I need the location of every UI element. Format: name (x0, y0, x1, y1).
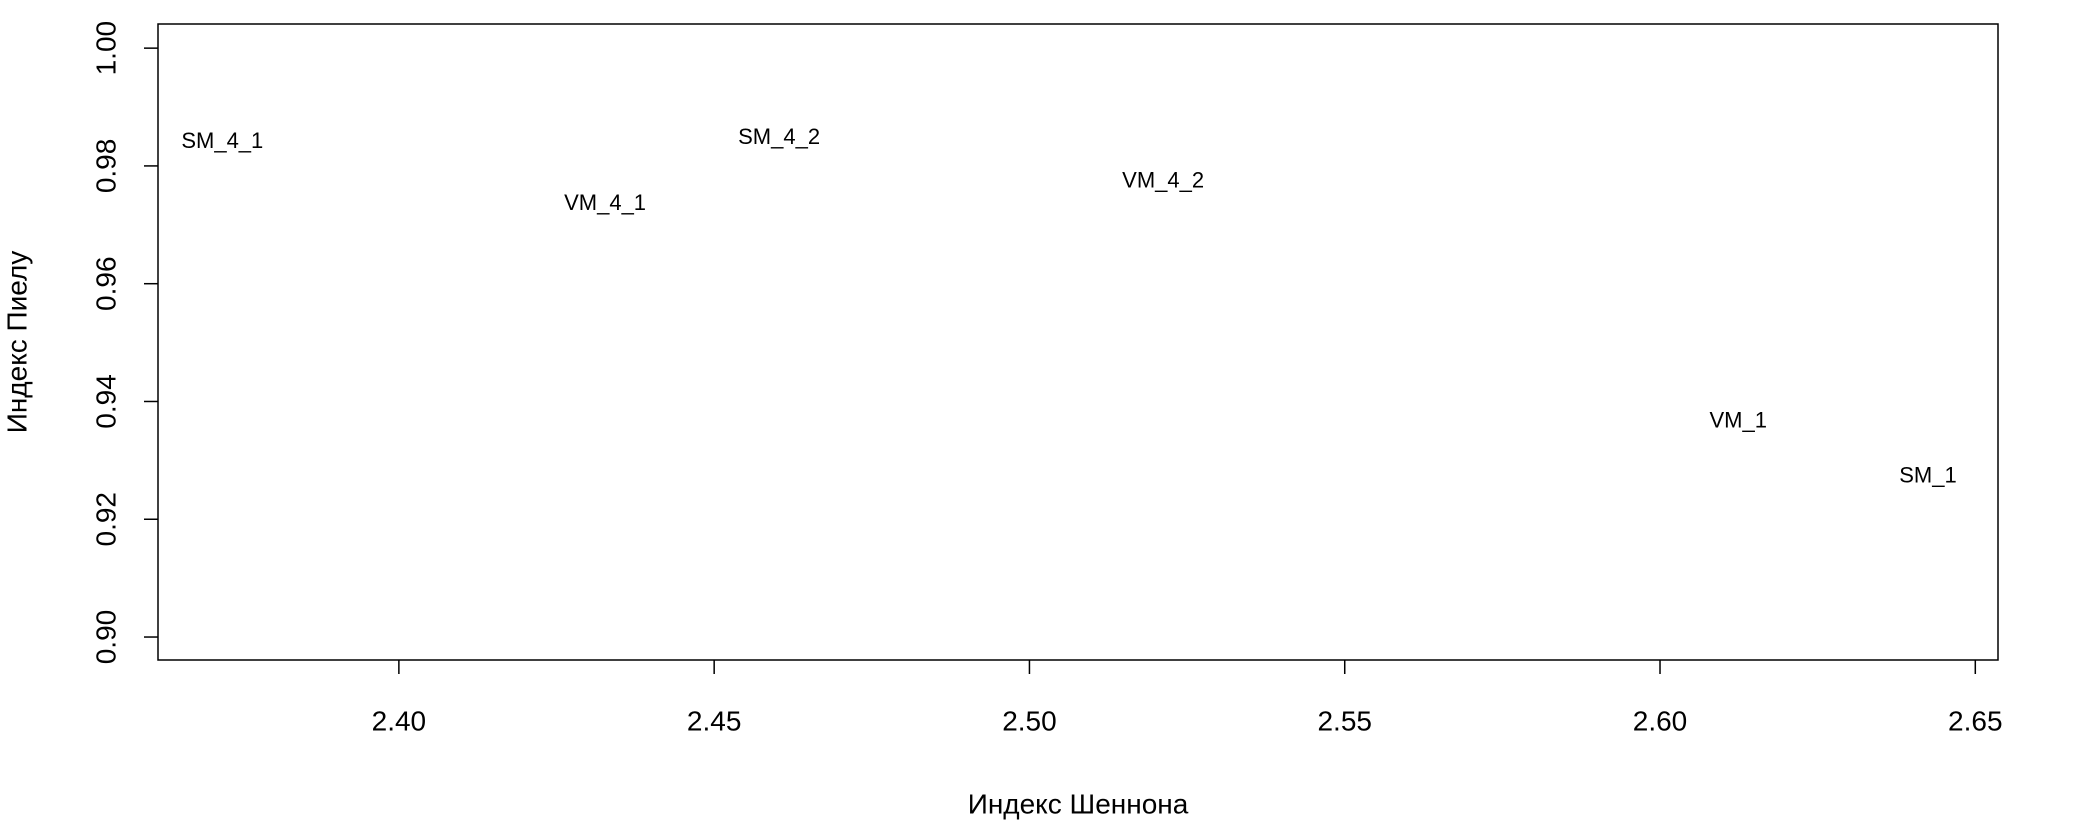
x-axis-title: Индекс Шеннона (968, 788, 1189, 819)
y-tick-label: 0.94 (90, 374, 121, 429)
x-tick-label: 2.40 (372, 705, 427, 736)
y-tick-label: 0.90 (90, 610, 121, 665)
x-tick-label: 2.50 (1002, 705, 1057, 736)
plot-frame (157, 23, 1999, 661)
y-tick-label: 1.00 (90, 21, 121, 75)
x-tick-label: 2.55 (1317, 705, 1372, 736)
x-tick-label: 2.65 (1948, 705, 2003, 736)
x-tick-label: 2.60 (1633, 705, 1688, 736)
x-tick-label: 2.45 (687, 705, 742, 736)
point-label: SM_4_1 (181, 128, 263, 153)
y-tick-label: 0.96 (90, 256, 121, 311)
point-label: SM_4_2 (738, 124, 820, 149)
point-label: SM_1 (1899, 463, 1956, 488)
point-label: VM_4_1 (564, 190, 646, 215)
y-axis-title: Индекс Пиелу (1, 251, 32, 434)
y-tick-label: 0.92 (90, 492, 121, 547)
y-tick-label: 0.98 (90, 139, 121, 194)
point-label: VM_4_2 (1122, 168, 1204, 193)
point-label: VM_1 (1709, 407, 1766, 432)
